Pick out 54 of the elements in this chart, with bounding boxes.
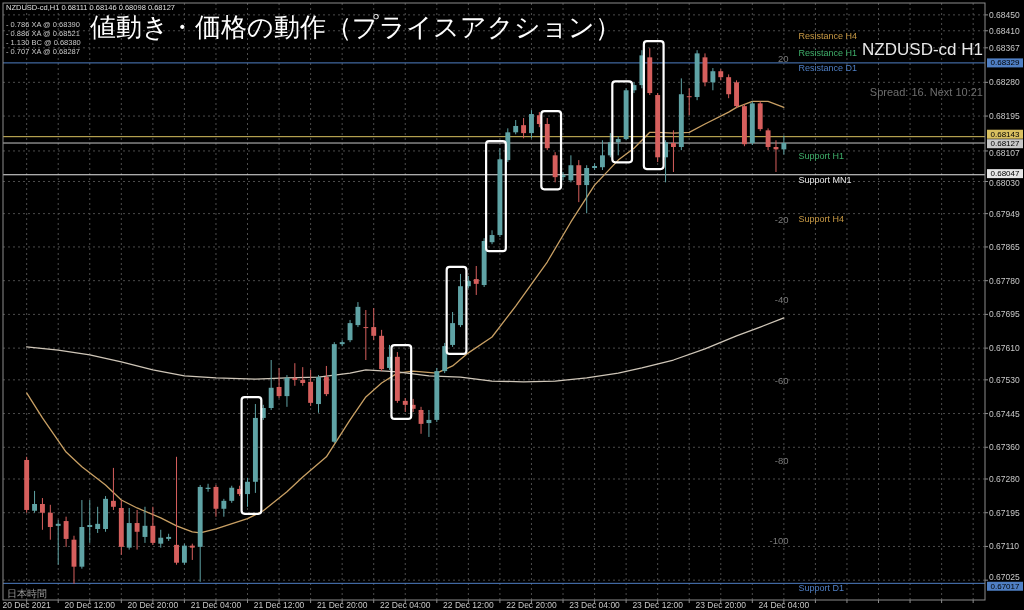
title: 値動き・価格の動作（プライスアクション） (90, 12, 621, 42)
x-tick-label: 22 Dec 20:00 (506, 599, 557, 610)
y-tick-label: 0.67610 (989, 343, 1020, 354)
annotation: Support D1 (798, 583, 844, 594)
xlabel: 日本時間 (7, 588, 47, 599)
x-tick-label: 23 Dec 04:00 (569, 599, 620, 610)
y-tick-label: 0.67865 (989, 241, 1020, 252)
ref-label: 0.68329 (990, 58, 1020, 68)
annotation: Resistance D1 (798, 63, 857, 74)
annotation: Support MN1 (798, 175, 852, 186)
y-tick-label: 0.67530 (989, 374, 1020, 385)
y-tick-label: 0.68367 (989, 42, 1020, 53)
x-tick-label: 20 Dec 20:00 (127, 599, 179, 610)
x-tick-label: 23 Dec 20:00 (695, 599, 747, 610)
x-tick-label: 21 Dec 12:00 (253, 599, 305, 610)
y-tick-label: 0.67360 (989, 442, 1020, 453)
y-tick-label: 0.67445 (989, 408, 1020, 419)
y-tick-label: 0.67695 (989, 309, 1020, 320)
ref-label: 0.68127 (990, 139, 1020, 149)
x-tick-label: 22 Dec 12:00 (443, 599, 494, 610)
y-tick-label: 0.68030 (989, 177, 1020, 188)
annotation: Support H1 (798, 151, 844, 162)
y2-tick-label: -40 (774, 294, 789, 306)
annotation: Support H4 (798, 214, 844, 225)
y-tick-label: 0.68450 (989, 9, 1020, 20)
ref-label: 0.68047 (990, 169, 1020, 179)
annotation: Resistance H1 (798, 48, 857, 59)
y-tick-label: 0.68195 (989, 111, 1020, 122)
x-tick-label: 23 Dec 12:00 (632, 599, 683, 610)
y2-tick-label: -100 (769, 535, 789, 547)
annotation: Spread: 16. Next 10:21 (869, 86, 983, 98)
y-tick-label: 0.68410 (989, 25, 1020, 36)
y-tick-label: 0.67110 (989, 541, 1020, 552)
x-tick-label: 20 Dec 2021 (2, 599, 51, 610)
y2-tick-label: -20 (774, 213, 789, 225)
y-tick-label: 0.67195 (989, 507, 1020, 518)
x-tick-label: 21 Dec 20:00 (316, 599, 368, 610)
y-tick-label: 0.67780 (989, 275, 1020, 286)
y2-tick-label: -80 (774, 455, 789, 466)
y-tick-label: 0.68280 (989, 77, 1020, 88)
ref-label: 0.67017 (990, 581, 1020, 591)
annotation: Resistance H4 (798, 31, 857, 42)
x-tick-label: 22 Dec 04:00 (380, 599, 431, 610)
ref-label: 0.68143 (990, 129, 1020, 139)
y2-tick-label: -60 (774, 374, 789, 386)
x-tick-label: 21 Dec 04:00 (190, 599, 242, 610)
y-tick-label: 0.67025 (989, 572, 1020, 583)
y-tick-label: 0.67949 (989, 208, 1020, 219)
y-tick-label: 0.67280 (989, 474, 1020, 484)
subtitle: NZDUSD-cd H1 (862, 40, 983, 59)
y-tick-label: 0.68107 (989, 147, 1020, 158)
x-tick-label: 24 Dec 04:00 (758, 599, 810, 610)
x-tick-label: 20 Dec 12:00 (64, 599, 116, 610)
y2-tick-label: 20 (778, 53, 789, 64)
